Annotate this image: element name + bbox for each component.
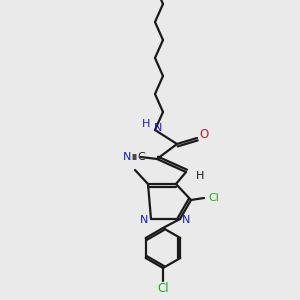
Text: C: C bbox=[137, 152, 145, 162]
Text: H: H bbox=[196, 171, 204, 181]
Text: Cl: Cl bbox=[157, 283, 169, 296]
Text: N: N bbox=[154, 123, 162, 133]
Text: N: N bbox=[123, 152, 131, 162]
Text: N: N bbox=[140, 215, 148, 225]
Text: O: O bbox=[200, 128, 208, 142]
Text: Cl: Cl bbox=[208, 193, 219, 203]
Text: H: H bbox=[142, 119, 150, 129]
Text: N: N bbox=[182, 215, 190, 225]
